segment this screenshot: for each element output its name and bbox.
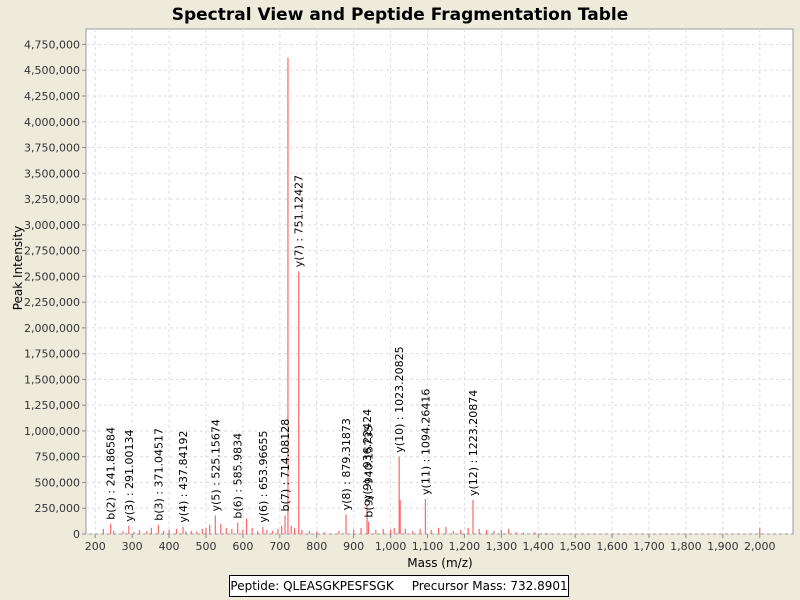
x-axis: 200 300 400 500 600 700 800 900 1,000 1,100 1,200 1… xyxy=(85,534,776,553)
x-tick-label: 900 xyxy=(343,540,364,553)
y-tick-label: 750,000 xyxy=(35,451,81,464)
plot-area xyxy=(85,28,794,535)
y-tick-label: 2,000,000 xyxy=(24,322,80,335)
chart-title: Spectral View and Peptide Fragmentation … xyxy=(172,5,629,25)
peptide-sequence: Peptide: QLEASGKPESFSGK xyxy=(230,579,394,593)
y-tick-label: 1,000,000 xyxy=(24,425,80,438)
peak-annotation: y(11) : 1094.26416 xyxy=(419,389,432,495)
y-tick-label: 2,500,000 xyxy=(24,270,80,283)
precursor-mass: Precursor Mass: 732.8901 xyxy=(411,579,568,593)
x-tick-label: 1,300 xyxy=(486,540,518,553)
peak-annotations: b(2) : 241.86584 y(3) : 291.00134 b(3) : 3… xyxy=(105,175,480,523)
x-tick-label: 700 xyxy=(269,540,290,553)
y-axis-label: Peak Intensity xyxy=(11,226,25,311)
x-tick-label: 1,600 xyxy=(596,540,628,553)
x-tick-label: 1,500 xyxy=(559,540,591,553)
y-tick-label: 2,250,000 xyxy=(24,296,80,309)
x-tick-label: 400 xyxy=(159,540,180,553)
x-tick-label: 2,000 xyxy=(744,540,776,553)
x-axis-label: Mass (m/z) xyxy=(407,556,472,570)
y-axis: 0 250,000 500,000 750,000 1,000,000 1,250,000… xyxy=(24,38,86,541)
y-tick-label: 1,250,000 xyxy=(24,399,80,412)
peak-annotation: b(6) : 585.9834 xyxy=(232,433,245,519)
peak-annotation: b(7) : 714.08128 xyxy=(279,419,292,512)
peak-annotation: y(5) : 525.15674 xyxy=(209,419,222,511)
x-tick-label: 800 xyxy=(306,540,327,553)
x-tick-label: 1,900 xyxy=(707,540,739,553)
y-tick-label: 0 xyxy=(73,528,80,541)
y-tick-label: 3,000,000 xyxy=(24,219,80,232)
y-tick-label: 3,250,000 xyxy=(24,193,80,206)
peak-annotation: y(7) : 751.12427 xyxy=(293,175,306,267)
y-tick-label: 4,000,000 xyxy=(24,116,80,129)
peptide-info-box: Peptide: QLEASGKPESFSGK Precursor Mass: … xyxy=(229,575,569,597)
y-tick-label: 4,750,000 xyxy=(24,38,80,51)
peak-annotation: y(4) : 437.84192 xyxy=(177,431,190,523)
y-tick-label: 3,750,000 xyxy=(24,142,80,155)
y-tick-label: 500,000 xyxy=(35,476,81,489)
y-tick-label: 1,500,000 xyxy=(24,373,80,386)
peak-annotation: y(10) : 1023.20825 xyxy=(393,346,406,452)
y-tick-label: 2,750,000 xyxy=(24,245,80,258)
peak-annotation: y(12) : 1223.20874 xyxy=(467,390,480,496)
x-tick-label: 500 xyxy=(195,540,216,553)
peak-annotation: y(8) : 879.31873 xyxy=(340,418,353,510)
peak-annotation: y(9) : 936.22424 xyxy=(361,409,374,501)
x-tick-label: 1,400 xyxy=(523,540,555,553)
x-tick-label: 1,200 xyxy=(449,540,481,553)
peak-series xyxy=(102,57,761,534)
x-tick-label: 1,100 xyxy=(412,540,444,553)
x-tick-label: 200 xyxy=(85,540,106,553)
y-tick-label: 250,000 xyxy=(35,502,81,515)
x-tick-label: 600 xyxy=(232,540,253,553)
peak-annotation: y(3) : 291.00134 xyxy=(123,429,136,521)
peak-annotation: b(9) : 940.15735 xyxy=(363,425,376,518)
grid xyxy=(86,29,793,535)
x-tick-label: 1,800 xyxy=(670,540,702,553)
y-tick-label: 4,500,000 xyxy=(24,64,80,77)
peak-annotation: b(3) : 371.04517 xyxy=(152,428,165,521)
y-tick-label: 4,250,000 xyxy=(24,90,80,103)
peak-annotation: y(6) : 653.96655 xyxy=(257,431,270,523)
y-tick-label: 1,750,000 xyxy=(24,348,80,361)
peak-annotation: b(2) : 241.86584 xyxy=(105,427,118,520)
x-tick-label: 300 xyxy=(122,540,143,553)
x-tick-label: 1,000 xyxy=(375,540,407,553)
x-tick-label: 1,700 xyxy=(633,540,665,553)
y-tick-label: 3,500,000 xyxy=(24,167,80,180)
